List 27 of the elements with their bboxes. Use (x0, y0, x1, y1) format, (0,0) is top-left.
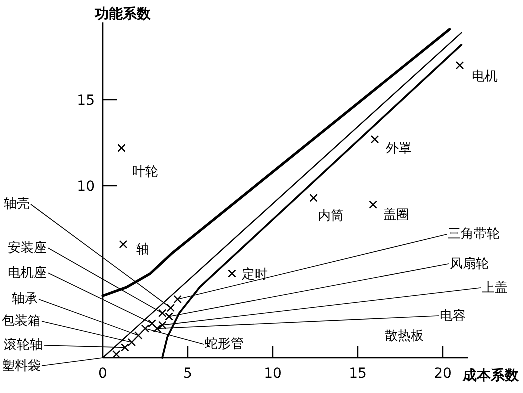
annotation: 风扇轮 (450, 256, 489, 272)
annotation: 滚轮轴 (4, 338, 43, 353)
x-tick-label: 10 (264, 366, 282, 382)
annotation: 外罩 (386, 142, 412, 157)
annotation: 定时 (242, 268, 268, 283)
annotation: 塑料袋 (2, 358, 41, 374)
annotation: 电机 (472, 70, 498, 85)
annotation: 内筒 (318, 209, 344, 224)
annotation: 蛇形管 (205, 337, 244, 352)
x-axis-title: 成本系数 (462, 368, 520, 384)
annotation: 盖圈 (383, 206, 410, 223)
annotation: 安装座 (8, 240, 47, 256)
x-tick-label: 0 (98, 366, 108, 382)
annotation: 电机座 (8, 265, 47, 281)
annotation: 轴 (136, 242, 150, 258)
annotation: 上盖 (482, 280, 508, 296)
x-tick-label: 20 (434, 366, 452, 382)
x-tick-label: 15 (349, 366, 367, 382)
y-axis-title: 功能系数 (94, 6, 152, 23)
annotation: 三角带轮 (448, 227, 500, 242)
annotation: 包装箱 (2, 314, 41, 329)
annotation: 叶轮 (132, 165, 159, 180)
x-tick-label: 5 (184, 366, 192, 382)
annotation: 轴壳 (4, 197, 30, 212)
annotation: 轴承 (12, 292, 38, 307)
annotation: 散热板 (385, 329, 424, 344)
annotation: 电容 (440, 308, 466, 324)
